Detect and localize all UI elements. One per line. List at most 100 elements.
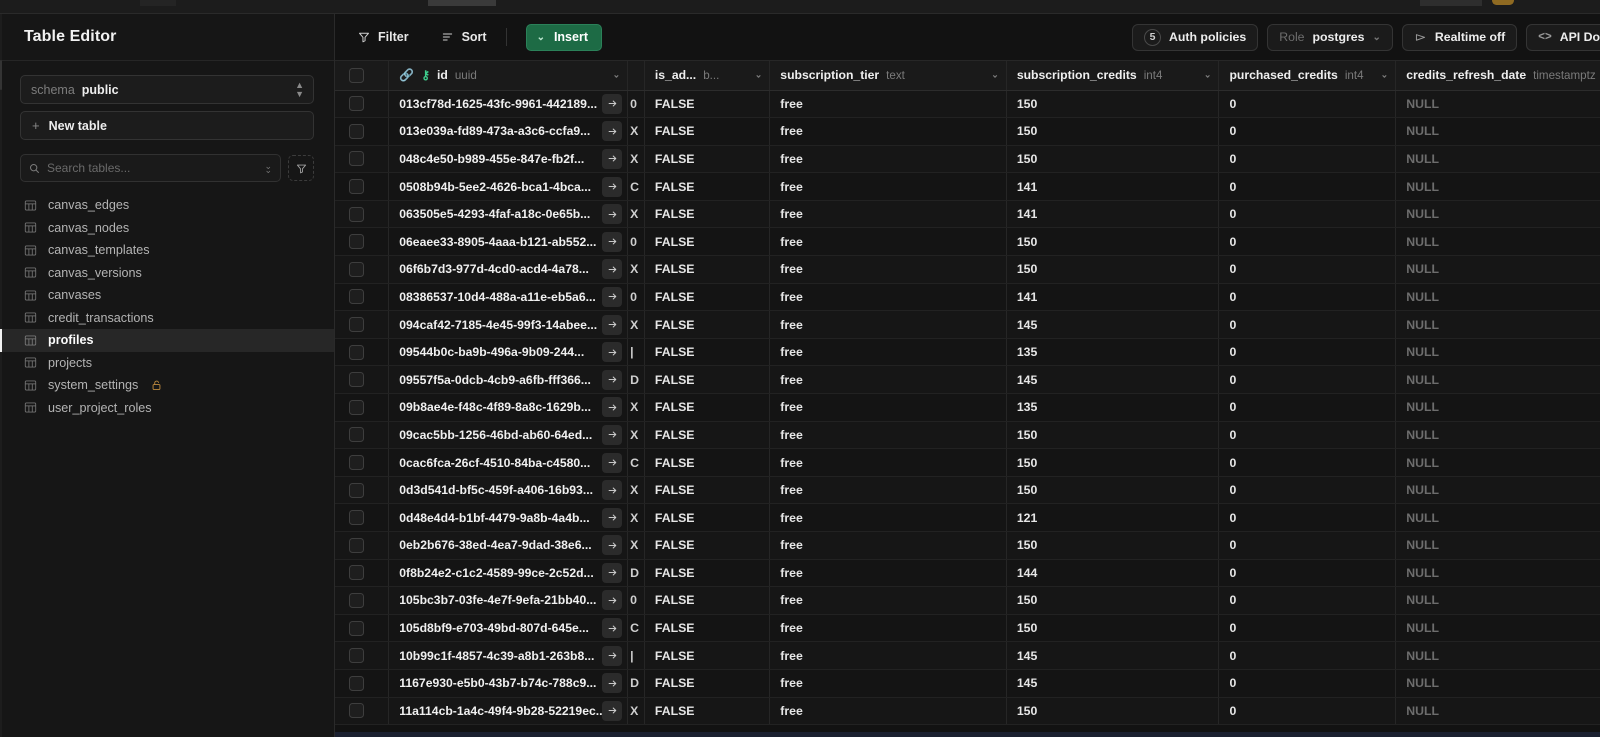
cell-purchased-credits[interactable]: 0 bbox=[1218, 503, 1397, 532]
cell-subscription-tier[interactable]: free bbox=[769, 227, 1007, 257]
chrome-control-stub[interactable] bbox=[1420, 0, 1482, 6]
table-row[interactable]: 094caf42-7185-4e45-99f3-14abee... X FALSE f… bbox=[335, 310, 1600, 339]
cell-credits-refresh-date[interactable]: NULL bbox=[1395, 448, 1600, 477]
cell-subscription-tier[interactable]: free bbox=[769, 614, 1007, 643]
expand-row-button[interactable] bbox=[602, 176, 623, 197]
cell-is-admin[interactable]: FALSE bbox=[644, 669, 771, 698]
cell-id[interactable]: 09cac5bb-1256-46bd-ab60-64ed... bbox=[388, 421, 629, 450]
cell-credits-refresh-date[interactable]: NULL bbox=[1395, 669, 1600, 698]
cell-subscription-credits[interactable]: 141 bbox=[1006, 172, 1220, 201]
sidebar-table-item-canvas_edges[interactable]: canvas_edges bbox=[0, 194, 334, 217]
cell-clipped[interactable]: X bbox=[627, 421, 645, 450]
api-docs-button[interactable]: <> API Do bbox=[1526, 23, 1600, 51]
cell-clipped[interactable]: X bbox=[627, 503, 645, 532]
row-checkbox[interactable] bbox=[349, 399, 364, 415]
cell-credits-refresh-date[interactable]: NULL bbox=[1395, 172, 1600, 201]
cell-subscription-credits[interactable]: 135 bbox=[1006, 338, 1220, 367]
realtime-toggle[interactable]: Realtime off bbox=[1401, 23, 1518, 51]
cell-subscription-tier[interactable]: free bbox=[769, 503, 1007, 532]
cell-is-admin[interactable]: FALSE bbox=[644, 476, 771, 505]
sidebar-table-item-canvases[interactable]: canvases bbox=[0, 284, 334, 307]
cell-is-admin[interactable]: FALSE bbox=[644, 559, 771, 588]
row-checkbox[interactable] bbox=[349, 261, 364, 277]
sort-button[interactable]: Sort bbox=[432, 24, 496, 50]
expand-row-button[interactable] bbox=[602, 673, 623, 694]
cell-credits-refresh-date[interactable]: NULL bbox=[1395, 559, 1600, 588]
cell-purchased-credits[interactable]: 0 bbox=[1218, 641, 1397, 670]
cell-subscription-tier[interactable]: free bbox=[769, 90, 1007, 119]
cell-purchased-credits[interactable]: 0 bbox=[1218, 586, 1397, 615]
cell-purchased-credits[interactable]: 0 bbox=[1218, 227, 1397, 257]
cell-is-admin[interactable]: FALSE bbox=[644, 338, 771, 367]
cell-clipped[interactable]: X bbox=[627, 476, 645, 505]
cell-subscription-tier[interactable]: free bbox=[769, 117, 1007, 146]
cell-credits-refresh-date[interactable]: NULL bbox=[1395, 90, 1600, 119]
table-row[interactable]: 048c4e50-b989-455e-847e-fb2f... X FALSE fre… bbox=[335, 145, 1600, 174]
cell-is-admin[interactable]: FALSE bbox=[644, 586, 771, 615]
cell-is-admin[interactable]: FALSE bbox=[644, 614, 771, 643]
row-checkbox[interactable] bbox=[349, 703, 364, 719]
schema-selector[interactable]: schema public ▲ ▼ bbox=[20, 75, 314, 104]
expand-row-button[interactable] bbox=[602, 424, 623, 445]
row-checkbox[interactable] bbox=[349, 344, 364, 360]
table-row[interactable]: 10b99c1f-4857-4c39-a8b1-263b8... | FALSE fr… bbox=[335, 641, 1600, 670]
table-row[interactable]: 0d3d541d-bf5c-459f-a406-16b93... X FALSE fr… bbox=[335, 476, 1600, 505]
row-checkbox[interactable] bbox=[349, 620, 364, 636]
cell-purchased-credits[interactable]: 0 bbox=[1218, 310, 1397, 339]
cell-clipped[interactable]: C bbox=[627, 172, 645, 201]
cell-clipped[interactable]: 0 bbox=[627, 283, 645, 312]
cell-credits-refresh-date[interactable]: NULL bbox=[1395, 227, 1600, 257]
cell-subscription-tier[interactable]: free bbox=[769, 283, 1007, 312]
chevron-down-icon[interactable]: ⌄ bbox=[1203, 69, 1212, 80]
cell-clipped[interactable]: X bbox=[627, 697, 645, 726]
cell-id[interactable]: 013e039a-fd89-473a-a3c6-ccfa9... bbox=[388, 117, 629, 146]
row-checkbox[interactable] bbox=[349, 289, 364, 305]
cell-subscription-tier[interactable]: free bbox=[769, 310, 1007, 339]
cell-credits-refresh-date[interactable]: NULL bbox=[1395, 586, 1600, 615]
expand-row-button[interactable] bbox=[602, 204, 623, 225]
cell-subscription-credits[interactable]: 150 bbox=[1006, 531, 1220, 560]
cell-is-admin[interactable]: FALSE bbox=[644, 145, 771, 174]
cell-purchased-credits[interactable]: 0 bbox=[1218, 117, 1397, 146]
cell-subscription-credits[interactable]: 150 bbox=[1006, 90, 1220, 119]
expand-row-button[interactable] bbox=[602, 590, 623, 611]
cell-id[interactable]: 09557f5a-0dcb-4cb9-a6fb-fff366... bbox=[388, 365, 629, 395]
table-row[interactable]: 0cac6fca-26cf-4510-84ba-c4580... C FALSE fr… bbox=[335, 448, 1600, 477]
cell-id[interactable]: 10b99c1f-4857-4c39-a8b1-263b8... bbox=[388, 641, 629, 670]
cell-purchased-credits[interactable]: 0 bbox=[1218, 200, 1397, 229]
cell-clipped[interactable]: C bbox=[627, 448, 645, 477]
cell-purchased-credits[interactable]: 0 bbox=[1218, 338, 1397, 367]
cell-purchased-credits[interactable]: 0 bbox=[1218, 90, 1397, 119]
cell-id[interactable]: 09b8ae4e-f48c-4f89-8a8c-1629b... bbox=[388, 393, 629, 422]
chevron-down-icon[interactable]: ⌄ bbox=[1380, 69, 1389, 80]
insert-button[interactable]: ⌄ Insert bbox=[525, 23, 602, 51]
cell-subscription-credits[interactable]: 150 bbox=[1006, 586, 1220, 615]
cell-subscription-tier[interactable]: free bbox=[769, 145, 1007, 174]
cell-subscription-tier[interactable]: free bbox=[769, 365, 1007, 395]
cell-id[interactable]: 1167e930-e5b0-43b7-b74c-788c9... bbox=[388, 669, 629, 698]
row-checkbox[interactable] bbox=[349, 372, 364, 388]
cell-credits-refresh-date[interactable]: NULL bbox=[1395, 531, 1600, 560]
cell-credits-refresh-date[interactable]: NULL bbox=[1395, 338, 1600, 367]
chrome-tab-stub-2[interactable] bbox=[428, 0, 496, 6]
cell-clipped[interactable]: 0 bbox=[627, 586, 645, 615]
cell-credits-refresh-date[interactable]: NULL bbox=[1395, 697, 1600, 726]
expand-row-button[interactable] bbox=[602, 148, 623, 169]
chrome-badge-stub[interactable] bbox=[1492, 0, 1514, 5]
sidebar-table-item-canvas_nodes[interactable]: canvas_nodes bbox=[0, 217, 334, 240]
cell-subscription-tier[interactable]: free bbox=[769, 200, 1007, 229]
row-checkbox[interactable] bbox=[349, 234, 364, 250]
cell-subscription-credits[interactable]: 150 bbox=[1006, 227, 1220, 257]
table-row[interactable]: 1167e930-e5b0-43b7-b74c-788c9... D FALSE fr… bbox=[335, 669, 1600, 698]
table-row[interactable]: 09557f5a-0dcb-4cb9-a6fb-fff366... D FALSE f… bbox=[335, 365, 1600, 395]
expand-row-button[interactable] bbox=[602, 618, 623, 639]
table-row[interactable]: 105d8bf9-e703-49bd-807d-645e... C FALSE fre… bbox=[335, 614, 1600, 643]
table-row[interactable]: 0508b94b-5ee2-4626-bca1-4bca... C FALSE fre… bbox=[335, 172, 1600, 201]
row-checkbox[interactable] bbox=[349, 482, 364, 498]
cell-id[interactable]: 08386537-10d4-488a-a11e-eb5a6... bbox=[388, 283, 629, 312]
cell-subscription-tier[interactable]: free bbox=[769, 172, 1007, 201]
expand-row-button[interactable] bbox=[602, 535, 623, 556]
table-row[interactable]: 0d48e4d4-b1bf-4479-9a8b-4a4b... X FALSE fre… bbox=[335, 503, 1600, 532]
row-checkbox[interactable] bbox=[349, 96, 364, 112]
cell-credits-refresh-date[interactable]: NULL bbox=[1395, 145, 1600, 174]
